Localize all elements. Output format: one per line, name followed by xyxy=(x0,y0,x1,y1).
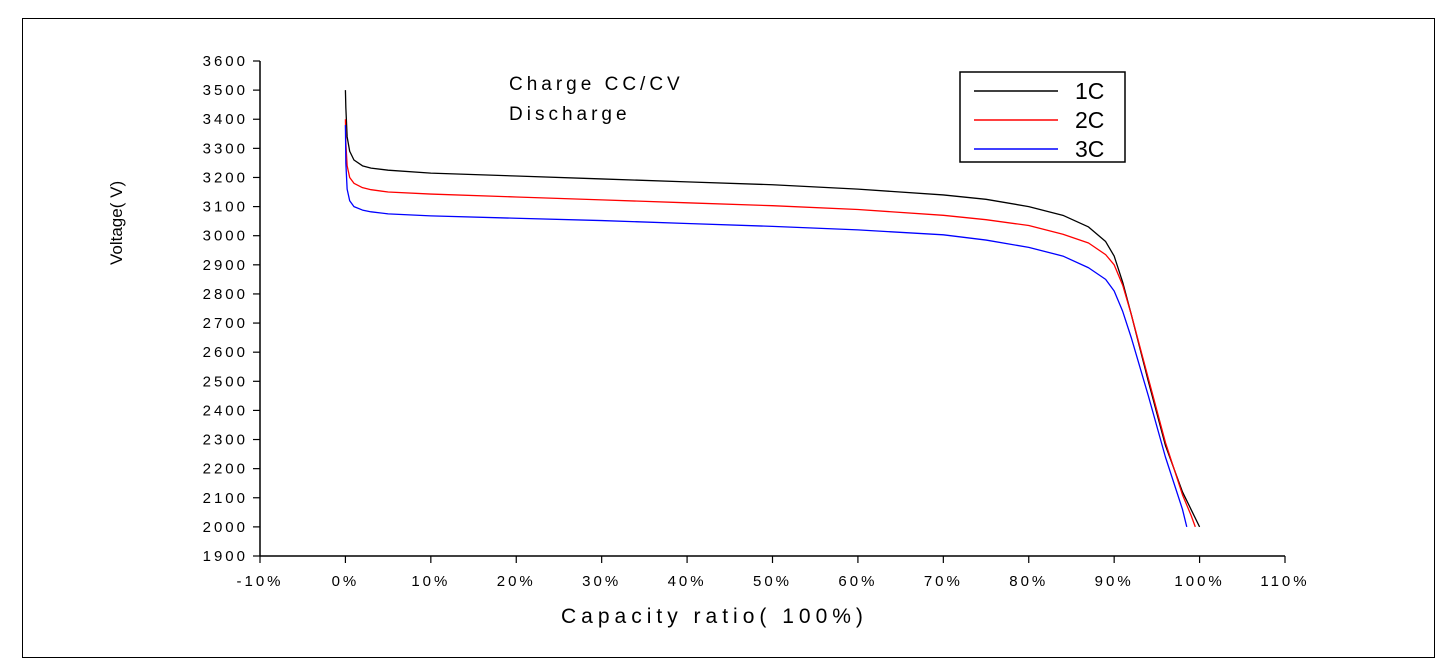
axes: 1900 2000 2100 2200 2300 2400 2500 2600 2700 2800… xyxy=(203,53,1309,590)
y-tick-label: 3300 xyxy=(203,140,248,157)
y-tick-label: 2500 xyxy=(203,373,248,390)
y-tick-label: 3000 xyxy=(203,228,248,245)
y-tick-label: 2000 xyxy=(203,519,248,536)
series-line-3C xyxy=(344,125,1188,528)
y-tick-label: 2900 xyxy=(203,257,248,274)
y-tick-label: 2800 xyxy=(203,286,248,303)
y-tick-label: 2300 xyxy=(203,432,248,449)
y-tick-label: 3100 xyxy=(203,199,248,216)
x-tick-label: 70% xyxy=(924,573,963,590)
chart: 1900 2000 2100 2200 2300 2400 2500 2600 2700 2800… xyxy=(107,53,1309,628)
x-tick-label: 110% xyxy=(1260,573,1309,590)
legend-label-2C: 2C xyxy=(1075,107,1104,133)
y-tick-label: 3400 xyxy=(203,111,248,128)
series-line-2C xyxy=(344,119,1196,528)
legend-label-1C: 1C xyxy=(1075,78,1104,104)
legend-box xyxy=(959,71,1126,163)
x-tick-label: 50% xyxy=(753,573,792,590)
legend-label-3C: 3C xyxy=(1075,136,1104,162)
x-tick-label: 0% xyxy=(332,573,360,590)
x-tick-label: 10% xyxy=(411,573,450,590)
x-axis-label: Capacity ratio( 100%) xyxy=(561,605,868,628)
legend: 1C 2C 3C xyxy=(959,71,1126,163)
y-tick-label: 1900 xyxy=(203,548,248,565)
x-tick-label: 30% xyxy=(582,573,621,590)
annotation-discharge: Discharge xyxy=(509,104,631,125)
x-tick-label: 90% xyxy=(1095,573,1134,590)
annotation-charge: Charge CC/CV xyxy=(509,74,684,95)
y-tick-label: 2700 xyxy=(203,315,248,332)
plot-area xyxy=(344,90,1201,528)
x-tick-label: 100% xyxy=(1174,573,1224,590)
figure-frame: 1900 2000 2100 2200 2300 2400 2500 2600 2700 2800… xyxy=(22,18,1435,658)
x-tick-label: 60% xyxy=(838,573,877,590)
y-axis-label: Voltage( V) xyxy=(107,181,126,265)
y-tick-label: 3600 xyxy=(203,53,248,70)
x-tick-label: 40% xyxy=(668,573,707,590)
y-tick-label: 2100 xyxy=(203,490,248,507)
y-tick-label: 3200 xyxy=(203,169,248,186)
x-tick-label: 80% xyxy=(1009,573,1048,590)
x-tick-label: 20% xyxy=(497,573,536,590)
y-tick-label: 3500 xyxy=(203,82,248,99)
y-tick-label: 2600 xyxy=(203,344,248,361)
y-tick-label: 2200 xyxy=(203,461,248,478)
y-tick-label: 2400 xyxy=(203,402,248,419)
x-tick-label: -10% xyxy=(236,573,283,590)
